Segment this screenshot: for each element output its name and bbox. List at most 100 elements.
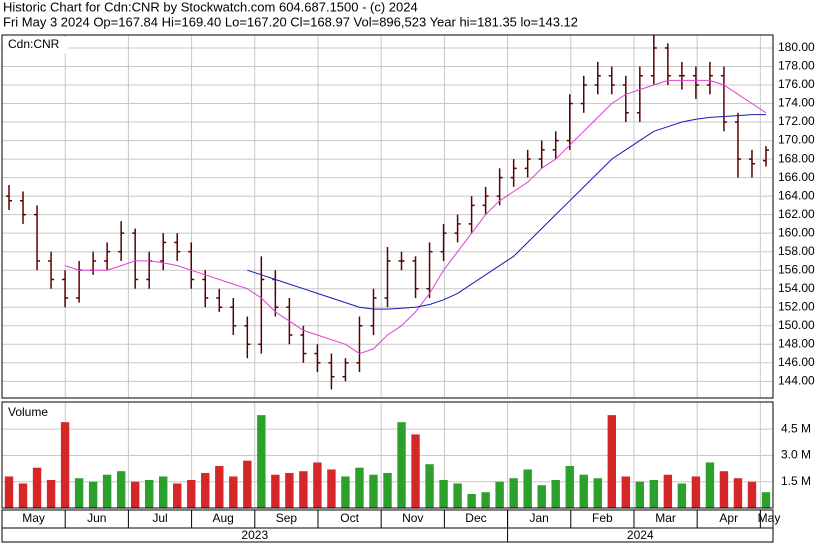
y-tick-label: 148.00	[778, 336, 815, 350]
year-label: 2023	[241, 528, 268, 542]
volume-bar	[229, 476, 238, 508]
volume-bar	[74, 478, 84, 508]
volume-bar	[635, 481, 645, 508]
symbol-box	[4, 37, 68, 53]
month-label: May	[758, 511, 781, 525]
volume-bar	[355, 467, 364, 508]
volume-bar	[467, 493, 476, 508]
volume-bar	[663, 474, 673, 508]
volume-bar	[551, 479, 560, 508]
volume-bar	[173, 483, 182, 508]
volume-bar	[439, 479, 448, 508]
y-tick-label: 174.00	[778, 96, 815, 110]
moving-average	[64, 79, 767, 355]
year-label: 2024	[627, 528, 654, 542]
volume-bar	[621, 476, 631, 508]
month-label: Apr	[719, 511, 738, 525]
y2-tick-label: 3.0 M	[781, 448, 811, 462]
chart-title: Historic Chart for Cdn:CNR by Stockwatch…	[3, 0, 418, 14]
y-tick-label: 144.00	[778, 374, 815, 388]
volume-bar	[607, 415, 616, 508]
month-label: May	[22, 511, 45, 525]
volume-bar	[537, 485, 546, 508]
month-label: Aug	[213, 511, 234, 525]
y-tick-label: 166.00	[778, 170, 815, 184]
volume-bar	[102, 474, 112, 508]
volume-bar	[565, 465, 574, 508]
y2-tick-label: 1.5 M	[781, 474, 811, 488]
volume-bar	[453, 483, 462, 508]
volume-bar	[495, 481, 504, 508]
moving-average	[247, 114, 766, 310]
volume-bar	[691, 476, 701, 508]
y-tick-label: 164.00	[778, 188, 815, 202]
volume-bar	[187, 479, 196, 508]
volume-bar	[425, 464, 434, 508]
volume-bar	[509, 478, 518, 508]
volume-label: Volume	[8, 405, 48, 419]
volume-bar	[649, 479, 659, 508]
volume-bar	[4, 476, 14, 508]
volume-bar	[341, 476, 350, 508]
volume-bar	[60, 422, 70, 508]
volume-bar	[32, 467, 42, 508]
chart-subtitle: Fri May 3 2024 Op=167.84 Hi=169.40 Lo=16…	[3, 14, 578, 29]
volume-bar	[144, 479, 154, 508]
y-tick-label: 178.00	[778, 59, 815, 73]
volume-bar	[88, 481, 98, 508]
volume-bar	[243, 460, 252, 508]
y-tick-label: 154.00	[778, 281, 815, 295]
volume-bar	[397, 422, 406, 508]
month-label: Mar	[655, 511, 676, 525]
volume-bar	[299, 471, 308, 508]
volume-bar	[285, 472, 294, 508]
volume-box	[4, 404, 58, 420]
marks	[4, 35, 771, 508]
volume-panel	[1, 401, 774, 509]
month-label: Feb	[592, 511, 613, 525]
volume-bar	[411, 434, 420, 508]
y-tick-label: 160.00	[778, 225, 815, 239]
month-label: Jun	[87, 511, 106, 525]
volume-bar	[523, 469, 532, 508]
month-label: Sep	[276, 511, 298, 525]
y-tick-label: 162.00	[778, 207, 815, 221]
month-label: Jul	[152, 511, 167, 525]
month-label: Jan	[529, 511, 548, 525]
volume-bar	[369, 474, 378, 508]
volume-bar	[159, 476, 168, 508]
volume-bar	[747, 481, 757, 508]
y-tick-label: 170.00	[778, 133, 815, 147]
volume-bar	[271, 474, 280, 508]
volume-bar	[116, 471, 126, 508]
y-tick-label: 172.00	[778, 114, 815, 128]
volume-bar	[215, 465, 224, 508]
volume-bar	[719, 471, 729, 508]
volume-bar	[593, 478, 602, 508]
month-label: Nov	[402, 511, 423, 525]
y-tick-label: 176.00	[778, 77, 815, 91]
y-tick-label: 156.00	[778, 262, 815, 276]
volume-bar	[46, 479, 56, 508]
volume-bar	[705, 462, 715, 508]
volume-bar	[18, 483, 28, 508]
month-label: Oct	[340, 511, 359, 525]
y-tick-label: 150.00	[778, 318, 815, 332]
volume-bar	[481, 492, 490, 508]
volume-bar	[677, 483, 687, 508]
volume-bar	[733, 478, 743, 508]
grid	[2, 35, 773, 508]
volume-bar	[383, 472, 392, 508]
y-tick-label: 158.00	[778, 244, 815, 258]
x-axis-panel	[1, 509, 774, 543]
volume-bar	[327, 469, 336, 508]
y-tick-label: 152.00	[778, 299, 815, 313]
y-tick-label: 168.00	[778, 151, 815, 165]
y-tick-label: 180.00	[778, 40, 815, 54]
volume-bar	[579, 474, 588, 508]
volume-bar	[257, 415, 266, 508]
price-panel	[1, 34, 774, 399]
volume-bar	[201, 472, 210, 508]
symbol-label: Cdn:CNR	[8, 37, 60, 51]
